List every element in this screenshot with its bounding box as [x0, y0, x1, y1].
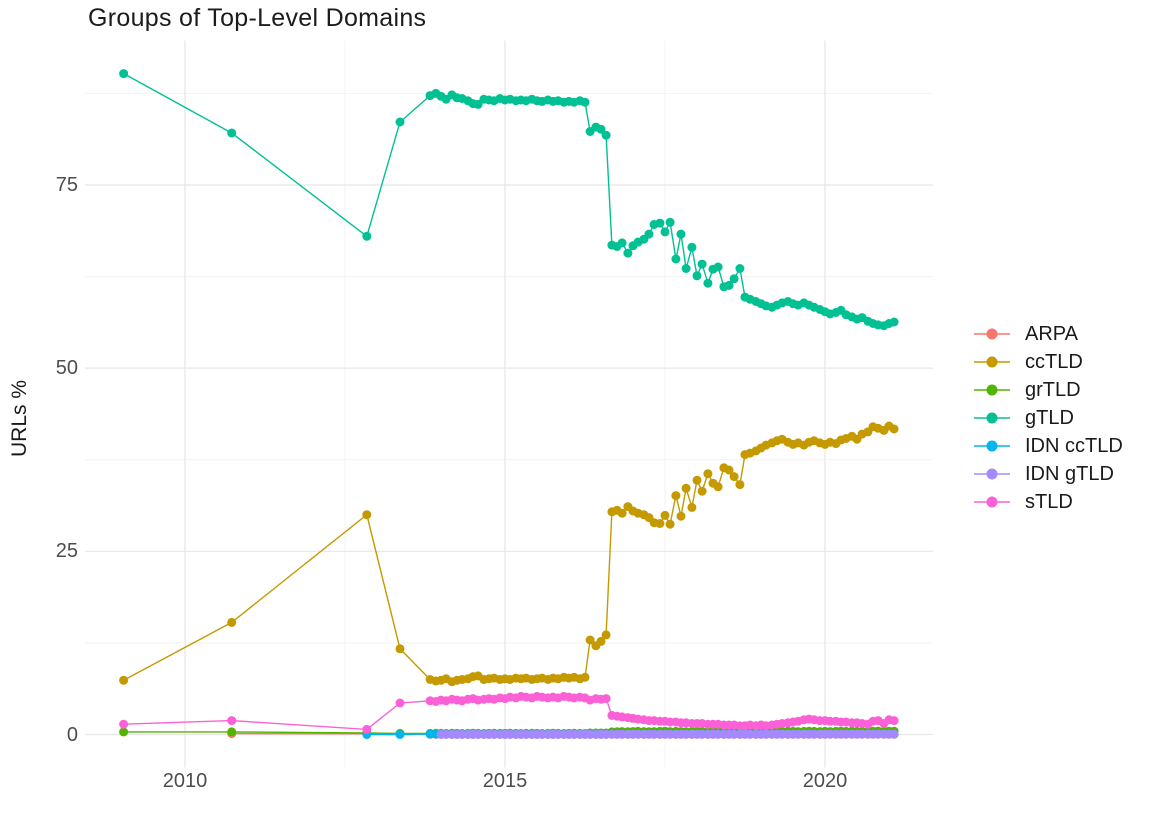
legend-item-stld: sTLD — [973, 488, 1123, 516]
y-tick-label: 0 — [66, 723, 78, 746]
legend-item-idn-cctld: IDN ccTLD — [973, 432, 1123, 460]
y-tick-label: 50 — [55, 357, 78, 380]
data-point — [227, 128, 237, 138]
data-point — [724, 280, 734, 290]
y-tick-label: 25 — [55, 540, 78, 563]
data-point — [585, 635, 595, 645]
data-point — [395, 117, 405, 127]
legend-item-grtld: grTLD — [973, 376, 1123, 404]
data-point — [889, 317, 899, 327]
x-tick-label: 2015 — [482, 770, 528, 792]
data-point — [676, 511, 686, 521]
data-point — [227, 727, 237, 737]
data-point — [713, 262, 723, 272]
x-tick-label: 2020 — [802, 770, 848, 792]
legend-key-icon — [974, 412, 1010, 424]
data-point — [687, 242, 697, 252]
legend-label: sTLD — [1025, 490, 1073, 513]
data-point — [889, 424, 899, 434]
data-point — [660, 227, 670, 237]
data-point — [687, 502, 697, 512]
legend-key-icon — [974, 328, 1010, 340]
data-point — [735, 480, 745, 490]
series-idn-gtld — [436, 729, 899, 739]
data-point — [580, 97, 590, 107]
y-tick-label: 75 — [55, 173, 78, 196]
series-line — [123, 72, 895, 327]
series-cctld — [119, 421, 899, 687]
legend-key-icon — [974, 468, 1010, 480]
legend-key-icon — [974, 496, 1010, 508]
data-point — [601, 694, 611, 704]
data-point — [703, 469, 713, 479]
legend-item-idn-gtld: IDN gTLD — [973, 460, 1123, 488]
data-point — [697, 486, 707, 496]
series-stld — [119, 691, 899, 734]
data-point — [703, 278, 713, 288]
data-point — [676, 229, 686, 239]
x-tick-label: 2010 — [162, 770, 208, 792]
data-point — [395, 644, 405, 654]
data-point — [362, 231, 372, 241]
legend-label: ccTLD — [1025, 350, 1083, 373]
data-point — [362, 510, 372, 520]
series-gtld — [119, 69, 899, 331]
data-point — [692, 475, 702, 485]
data-point — [617, 238, 627, 248]
legend-key-icon — [974, 440, 1010, 452]
data-point — [119, 727, 129, 737]
data-point — [665, 217, 675, 227]
data-point — [681, 483, 691, 493]
data-point — [729, 274, 739, 284]
data-point — [735, 264, 745, 273]
data-point — [362, 724, 372, 734]
data-point — [697, 259, 707, 269]
data-point — [395, 730, 405, 739]
legend-item-arpa: ARPA — [973, 320, 1123, 348]
legend-label: gTLD — [1025, 406, 1074, 429]
legend-label: IDN gTLD — [1025, 462, 1114, 485]
legend-key-icon — [974, 384, 1010, 396]
legend-item-cctld: ccTLD — [973, 348, 1123, 376]
data-point — [889, 716, 899, 726]
data-point — [692, 271, 702, 281]
data-point — [644, 229, 654, 239]
legend-item-gtld: gTLD — [973, 404, 1123, 432]
data-point — [724, 465, 734, 475]
data-point — [729, 472, 739, 482]
data-point — [671, 491, 681, 501]
data-point — [596, 124, 606, 134]
legend-label: grTLD — [1025, 378, 1081, 401]
data-point — [713, 482, 723, 492]
data-point — [395, 698, 405, 708]
y-axis-title: URLs % — [8, 379, 31, 457]
legend-label: IDN ccTLD — [1025, 434, 1123, 457]
data-point — [119, 719, 129, 729]
data-point — [665, 519, 675, 529]
data-point — [601, 130, 611, 140]
data-point — [655, 519, 665, 528]
data-point — [119, 675, 129, 685]
legend-key-icon — [974, 356, 1010, 368]
data-point — [596, 636, 606, 646]
data-point — [119, 69, 129, 79]
data-point — [617, 508, 627, 518]
data-point — [681, 264, 691, 273]
data-point — [655, 218, 665, 228]
data-point — [227, 716, 237, 726]
data-point — [227, 617, 237, 627]
data-point — [623, 248, 633, 258]
data-point — [660, 510, 670, 520]
data-point — [601, 630, 611, 640]
legend: ARPA ccTLD grTLD gTLD IDN ccTLD IDN gTLD sTLD — [973, 320, 1123, 516]
data-point — [671, 254, 681, 264]
data-point — [889, 729, 899, 739]
chart-title: Groups of Top-Level Domains — [88, 4, 427, 32]
data-point — [473, 99, 483, 109]
legend-label: ARPA — [1025, 322, 1078, 345]
data-point — [580, 672, 590, 682]
